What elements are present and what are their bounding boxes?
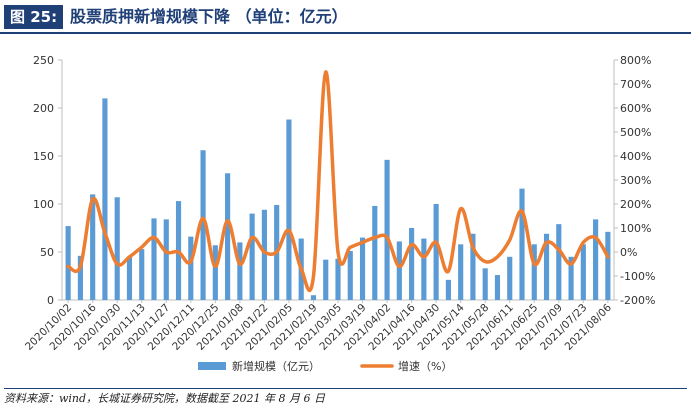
bar bbox=[445, 279, 451, 300]
bar bbox=[482, 268, 488, 300]
bar bbox=[286, 119, 292, 301]
bar bbox=[531, 244, 537, 300]
y-right-tick-label: 600% bbox=[620, 102, 651, 115]
bar bbox=[163, 219, 169, 300]
bar bbox=[507, 256, 513, 300]
y-right-tick-label: 800% bbox=[620, 54, 651, 67]
bar bbox=[237, 242, 243, 300]
bar bbox=[139, 249, 145, 300]
bar bbox=[335, 258, 341, 300]
y-left-tick-label: 200 bbox=[33, 102, 54, 115]
bar bbox=[65, 226, 71, 300]
bar bbox=[347, 251, 353, 300]
bar bbox=[359, 237, 366, 300]
bar bbox=[409, 228, 415, 300]
bar bbox=[126, 256, 133, 300]
figure-number-label: 图 25: bbox=[4, 5, 64, 29]
y-right-tick-label: 500% bbox=[620, 126, 651, 139]
y-right-tick-label: -100% bbox=[620, 270, 655, 283]
y-right-tick-label: 100% bbox=[620, 222, 651, 235]
y-left-tick-label: 250 bbox=[33, 54, 54, 67]
y-left-tick-label: 150 bbox=[33, 150, 54, 163]
y-right-tick-label: 0% bbox=[620, 246, 637, 259]
bar bbox=[580, 244, 586, 300]
y-right-tick-label: 700% bbox=[620, 78, 651, 91]
bar bbox=[396, 241, 402, 300]
bar bbox=[323, 259, 329, 300]
bar bbox=[310, 295, 317, 300]
bar bbox=[556, 224, 562, 300]
bar bbox=[151, 218, 157, 300]
y-right-tick-label: 200% bbox=[620, 198, 651, 211]
legend-label-line: 增速（%） bbox=[398, 359, 452, 373]
y-left-tick-label: 50 bbox=[40, 246, 54, 259]
bar bbox=[494, 275, 501, 300]
y-right-tick-label: -200% bbox=[620, 294, 655, 307]
y-left-tick-label: 100 bbox=[33, 198, 54, 211]
bar bbox=[470, 233, 476, 300]
bar bbox=[102, 98, 108, 301]
series-line-growth bbox=[66, 70, 610, 293]
bar bbox=[77, 255, 83, 300]
bar bbox=[225, 173, 231, 300]
bar bbox=[605, 231, 611, 300]
bar bbox=[212, 245, 218, 300]
bar bbox=[568, 256, 574, 300]
y-left-tick-label: 0 bbox=[47, 294, 54, 307]
legend-label-bar: 新增规模（亿元） bbox=[232, 359, 320, 373]
bar bbox=[249, 213, 255, 300]
figure-title-bar: 图 25: 股票质押新增规模下降 （单位：亿元） bbox=[0, 0, 691, 34]
bar bbox=[114, 197, 120, 300]
bar bbox=[261, 209, 267, 300]
bar bbox=[384, 159, 390, 300]
chart: 0 50 100 150 200 250 -200% -100% 0% 100% 200% 300% 4… bbox=[23, 54, 655, 373]
bar bbox=[421, 238, 427, 300]
bar bbox=[543, 233, 550, 300]
bar bbox=[433, 204, 439, 300]
bar bbox=[200, 150, 206, 300]
source-note: 资料来源：wind，长城证券研究院，数据截至 2021 年 8 月 6 日 bbox=[4, 388, 687, 411]
bar bbox=[458, 244, 464, 300]
bar bbox=[90, 194, 96, 300]
y-right-tick-label: 400% bbox=[620, 150, 651, 163]
figure-title: 股票质押新增规模下降 （单位：亿元） bbox=[70, 7, 348, 26]
legend-swatch-bar bbox=[198, 362, 226, 370]
bar bbox=[188, 236, 194, 300]
y-right-tick-label: 300% bbox=[620, 174, 651, 187]
bar bbox=[519, 188, 525, 300]
bar bbox=[372, 205, 378, 300]
bar bbox=[593, 219, 599, 300]
